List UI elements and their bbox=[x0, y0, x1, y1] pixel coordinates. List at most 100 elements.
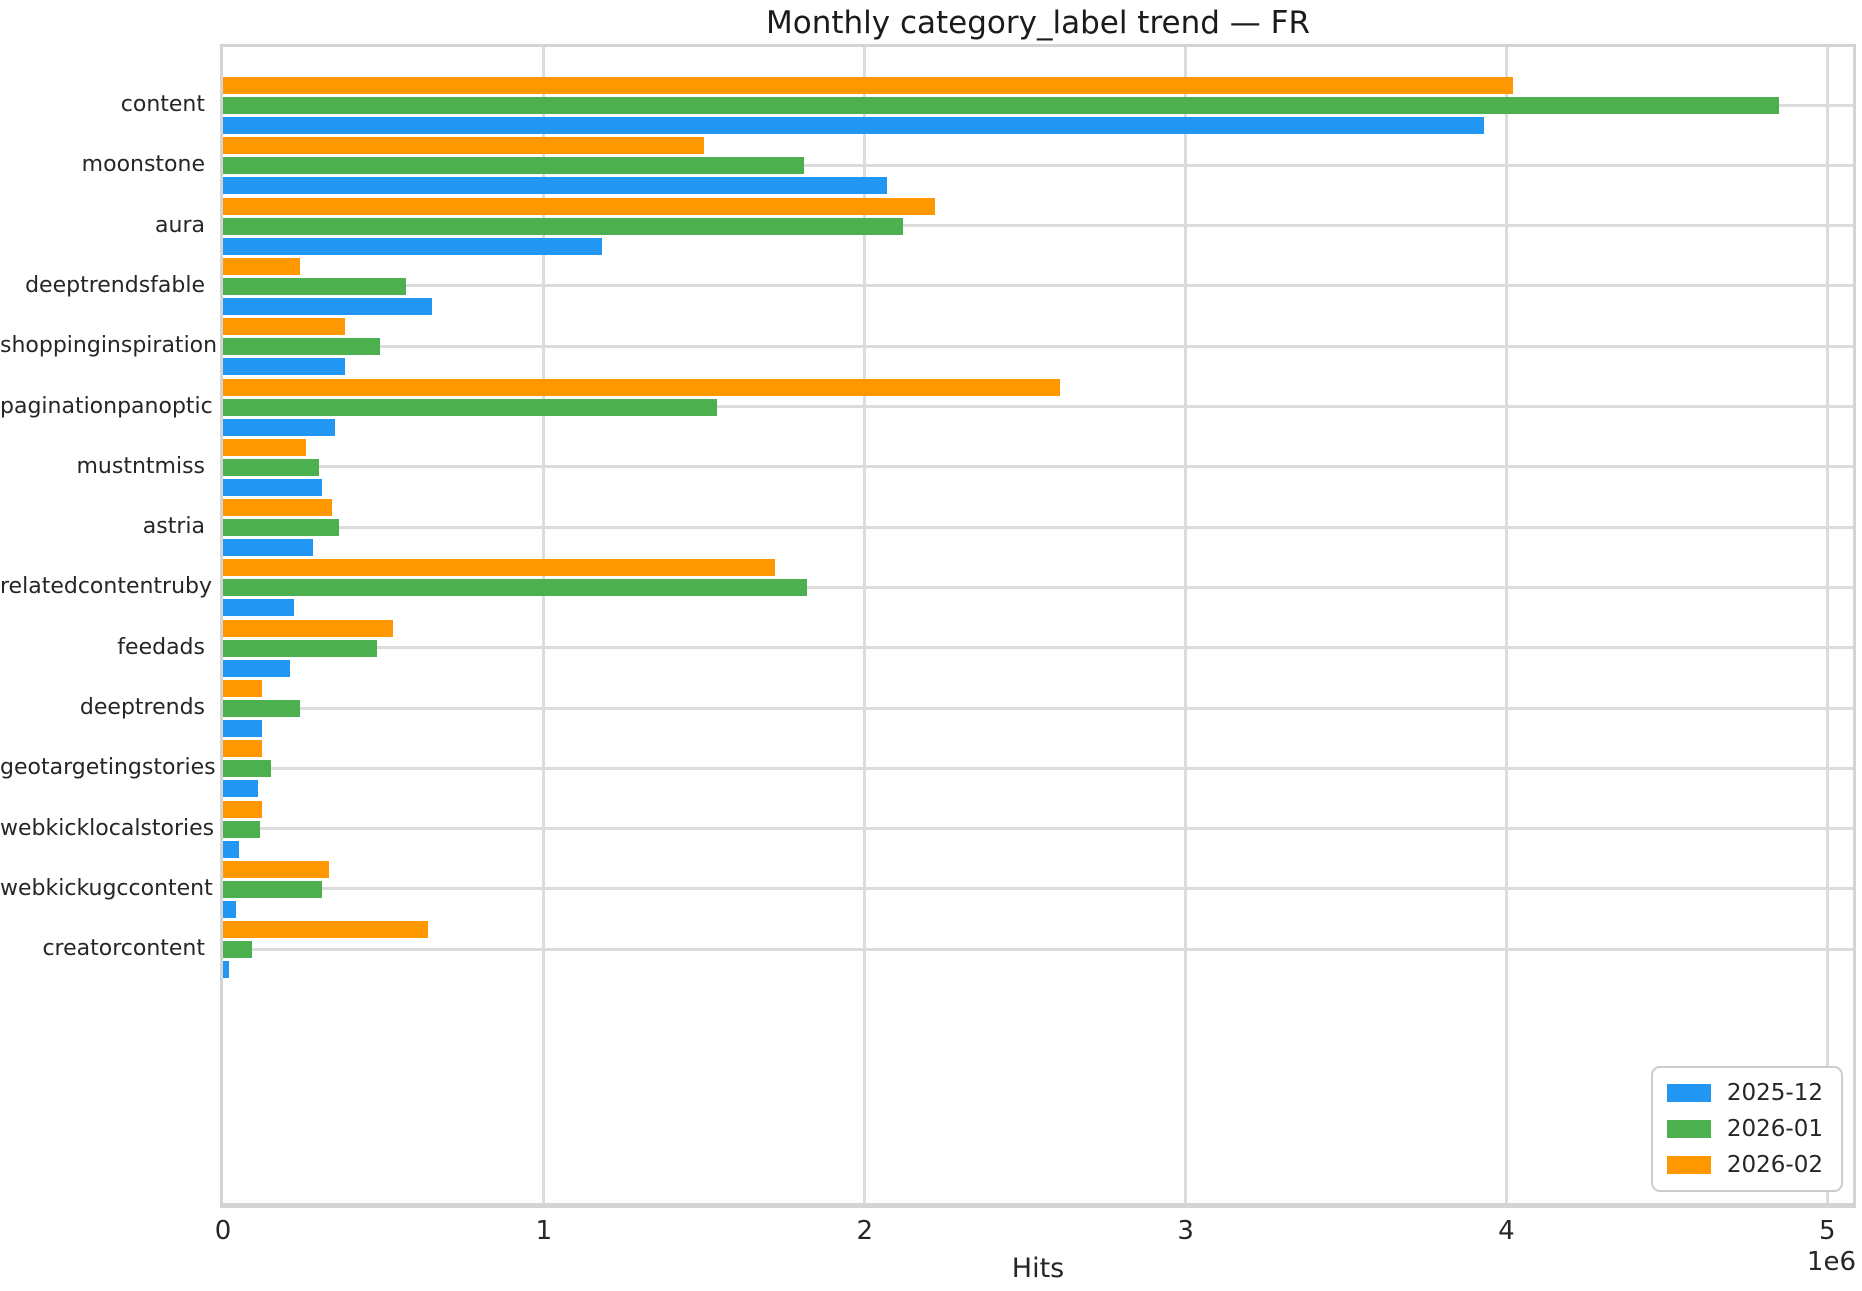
legend-label: 2026-01 bbox=[1726, 1116, 1823, 1142]
bar-2026-02-aura bbox=[223, 197, 936, 215]
y-gridline bbox=[223, 706, 1853, 710]
x-gridline bbox=[542, 47, 546, 1203]
bar-2026-01-webkickugccontent bbox=[223, 880, 323, 898]
bar-2025-12-deeptrends bbox=[223, 720, 262, 737]
bar-2026-02-moonstone bbox=[223, 137, 705, 155]
y-gridline bbox=[223, 827, 1853, 831]
bar-2026-01-aura bbox=[223, 217, 904, 235]
y-gridline bbox=[223, 465, 1853, 469]
y-tick-label: shoppinginspiration bbox=[0, 333, 218, 359]
bar-2026-02-deeptrends bbox=[223, 680, 262, 697]
y-gridline bbox=[223, 887, 1853, 891]
y-gridline bbox=[223, 585, 1853, 589]
y-tick-label: geotargetingstories bbox=[0, 755, 216, 781]
legend-entry: 2026-02 bbox=[1666, 1152, 1823, 1178]
y-tick-label: webkickugccontent bbox=[0, 875, 213, 901]
legend-swatch-2026-02 bbox=[1666, 1156, 1711, 1174]
bar-2026-01-creatorcontent bbox=[223, 941, 252, 959]
bar-2026-01-shoppinginspiration bbox=[223, 338, 381, 356]
bar-2025-12-aura bbox=[223, 237, 602, 255]
bar-2025-12-shoppinginspiration bbox=[223, 358, 345, 376]
chart-title: Monthly category_label trend — FR bbox=[766, 5, 1310, 41]
y-gridline bbox=[223, 284, 1853, 288]
bar-2025-12-geotargetingstories bbox=[223, 780, 259, 798]
bar-2026-01-relatedcontentruby bbox=[223, 579, 807, 597]
y-tick-label: moonstone bbox=[81, 152, 205, 178]
legend-swatch-2025-12 bbox=[1666, 1084, 1711, 1102]
bar-2026-01-content bbox=[223, 97, 1780, 114]
y-gridline bbox=[223, 344, 1853, 348]
bar-2026-01-geotargetingstories bbox=[223, 760, 272, 778]
y-gridline bbox=[223, 766, 1853, 770]
bar-2025-12-creatorcontent bbox=[223, 961, 230, 979]
x-tick-label: 0 bbox=[214, 1216, 232, 1246]
y-tick-label: creatorcontent bbox=[42, 936, 205, 962]
legend-label: 2026-02 bbox=[1726, 1152, 1823, 1178]
x-tick-label: 4 bbox=[1498, 1216, 1515, 1246]
x-gridline bbox=[863, 47, 867, 1203]
bar-2025-12-astria bbox=[223, 539, 313, 557]
bar-2025-12-paginationpanoptic bbox=[223, 418, 336, 436]
bar-2025-12-content bbox=[223, 117, 1484, 134]
legend: 2025-12 2026-01 2026-02 bbox=[1650, 1066, 1843, 1192]
bar-2025-12-webkickugccontent bbox=[223, 900, 236, 918]
bar-2026-02-astria bbox=[223, 499, 333, 517]
y-tick-label: paginationpanoptic bbox=[0, 393, 213, 419]
x-tick-label: 1 bbox=[535, 1216, 553, 1246]
y-tick-label: aura bbox=[155, 212, 205, 238]
x-gridline bbox=[1184, 47, 1188, 1203]
bar-2026-01-astria bbox=[223, 519, 339, 537]
legend-entry: 2025-12 bbox=[1666, 1080, 1823, 1106]
x-tick-label: 2 bbox=[856, 1216, 873, 1246]
y-tick-label: deeptrendsfable bbox=[25, 272, 205, 298]
bar-2025-12-deeptrendsfable bbox=[223, 297, 432, 315]
bar-2026-02-content bbox=[223, 77, 1513, 94]
bar-2026-02-feedads bbox=[223, 619, 394, 637]
plot-area bbox=[220, 44, 1856, 1208]
bar-2026-01-mustntmiss bbox=[223, 458, 320, 476]
legend-label: 2025-12 bbox=[1726, 1080, 1823, 1106]
bar-2026-01-paginationpanoptic bbox=[223, 398, 718, 416]
bar-2026-02-webkicklocalstories bbox=[223, 800, 262, 818]
legend-entry: 2026-01 bbox=[1666, 1116, 1823, 1142]
bar-2026-01-webkicklocalstories bbox=[223, 820, 260, 838]
y-tick-label: webkicklocalstories bbox=[0, 815, 215, 841]
y-gridline bbox=[223, 224, 1853, 228]
bar-2025-12-webkicklocalstories bbox=[223, 840, 240, 858]
x-gridline bbox=[1504, 47, 1508, 1203]
x-axis-label: Hits bbox=[1011, 1253, 1065, 1284]
y-gridline bbox=[223, 646, 1853, 650]
y-gridline bbox=[223, 525, 1853, 529]
x-tick-label: 5 bbox=[1819, 1216, 1836, 1246]
bar-2026-02-geotargetingstories bbox=[223, 740, 262, 758]
x-gridline bbox=[1825, 47, 1829, 1203]
y-tick-label: content bbox=[120, 92, 205, 117]
y-axis-labels: content moonstone aura deeptrendsfable shopp… bbox=[0, 0, 218, 1291]
bar-2025-12-feedads bbox=[223, 659, 291, 677]
x-tick-label: 3 bbox=[1177, 1216, 1194, 1246]
bar-2025-12-mustntmiss bbox=[223, 478, 323, 496]
bar-2026-01-deeptrends bbox=[223, 700, 300, 717]
bar-2025-12-relatedcontentruby bbox=[223, 599, 294, 617]
y-tick-label: astria bbox=[142, 514, 205, 540]
bar-2026-01-deeptrendsfable bbox=[223, 277, 406, 295]
legend-swatch-2026-01 bbox=[1666, 1120, 1711, 1138]
y-tick-label: feedads bbox=[117, 634, 205, 660]
bar-2026-02-mustntmiss bbox=[223, 438, 307, 456]
y-gridline bbox=[223, 163, 1853, 167]
bar-2026-01-moonstone bbox=[223, 157, 804, 175]
bar-2026-02-creatorcontent bbox=[223, 921, 429, 939]
y-tick-label: relatedcontentruby bbox=[0, 574, 213, 600]
y-gridline bbox=[223, 947, 1853, 951]
bar-2026-01-feedads bbox=[223, 639, 378, 657]
x-axis-offset-text: 1e6 bbox=[1806, 1247, 1856, 1277]
y-gridline bbox=[223, 405, 1853, 408]
bar-2026-02-deeptrendsfable bbox=[223, 257, 300, 275]
bar-2025-12-moonstone bbox=[223, 177, 888, 195]
bar-2026-02-shoppinginspiration bbox=[223, 318, 345, 336]
y-tick-label: deeptrends bbox=[79, 695, 205, 720]
bar-2026-02-webkickugccontent bbox=[223, 860, 329, 878]
y-tick-label: mustntmiss bbox=[76, 453, 206, 479]
bar-2026-02-relatedcontentruby bbox=[223, 559, 775, 577]
bar-2026-02-paginationpanoptic bbox=[223, 378, 1061, 396]
